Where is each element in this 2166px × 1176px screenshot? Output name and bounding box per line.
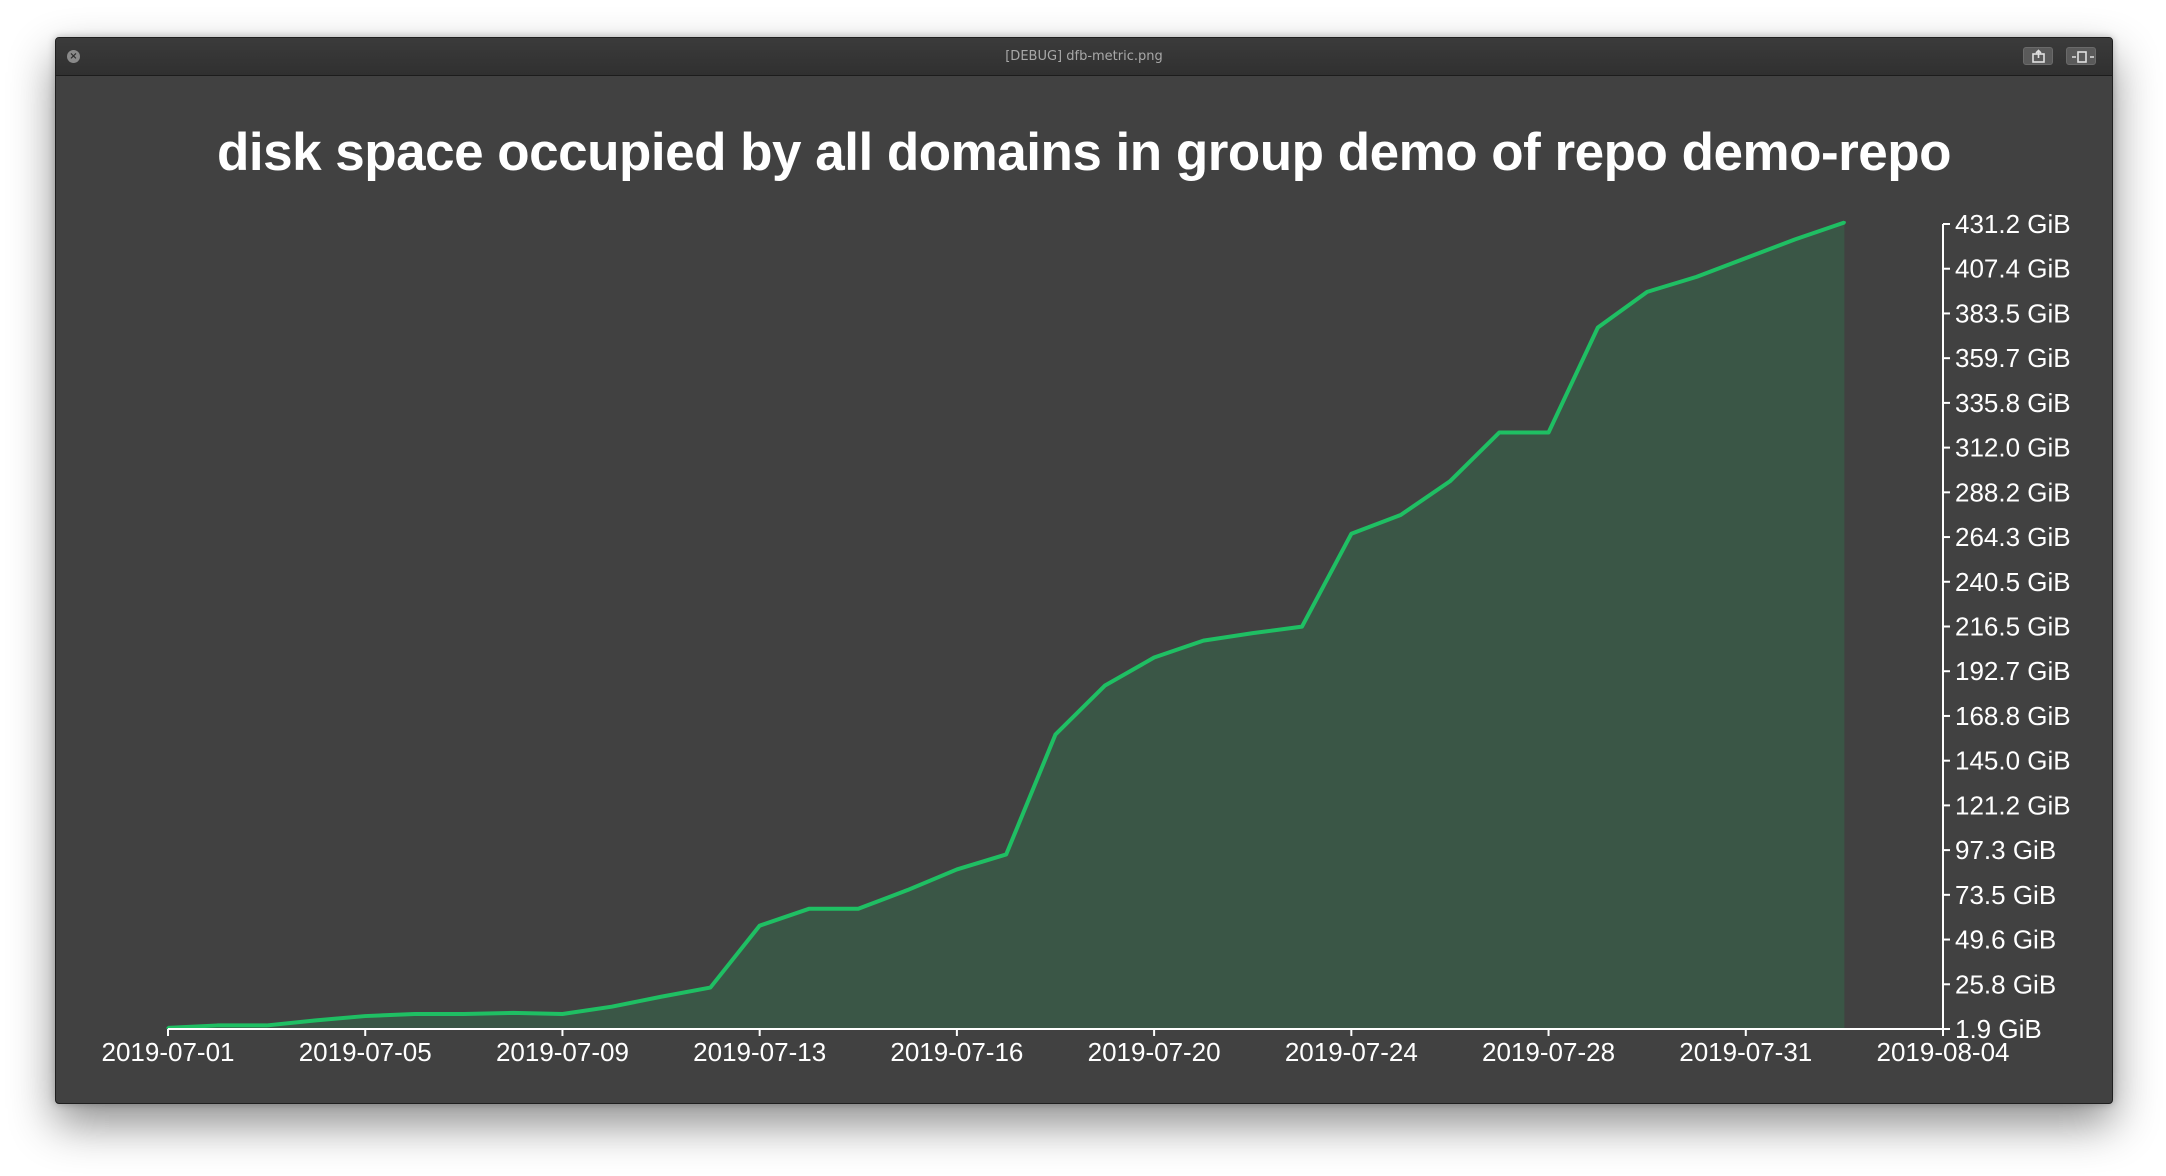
data-point	[314, 1018, 318, 1022]
x-tick-label: 2019-07-20	[1088, 1037, 1221, 1067]
data-point	[1842, 220, 1846, 224]
y-tick-label: 312.0 GiB	[1955, 433, 2071, 463]
data-point	[856, 907, 860, 911]
window-title: [DEBUG] dfb-metric.png	[1005, 49, 1163, 64]
x-tick-label: 2019-07-05	[299, 1037, 432, 1067]
data-point	[1399, 513, 1403, 517]
y-tick-label: 216.5 GiB	[1955, 612, 2071, 642]
y-tick-label: 97.3 GiB	[1955, 835, 2056, 865]
data-point	[610, 1005, 614, 1009]
y-tick-label: 383.5 GiB	[1955, 298, 2071, 328]
y-tick-label: 407.4 GiB	[1955, 254, 2071, 284]
data-point	[1054, 732, 1057, 736]
series-area-fill	[168, 222, 1845, 1029]
chart-title: disk space occupied by all domains in gr…	[217, 123, 1951, 182]
data-point	[363, 1014, 367, 1018]
data-point	[659, 995, 663, 999]
y-tick-label: 192.7 GiB	[1955, 656, 2071, 686]
data-point	[1793, 237, 1797, 241]
data-point	[215, 1023, 219, 1027]
y-tick-label: 168.8 GiB	[1955, 701, 2071, 731]
x-tick-label: 2019-07-13	[693, 1037, 826, 1067]
data-point	[462, 1012, 466, 1016]
data-point	[1596, 326, 1600, 330]
y-tick-label: 25.8 GiB	[1955, 969, 2056, 999]
y-tick-label: 1.9 GiB	[1955, 1014, 2042, 1044]
x-tick-label: 2019-07-16	[890, 1037, 1023, 1067]
data-point	[1004, 852, 1008, 856]
data-point	[265, 1023, 269, 1027]
y-tick-label: 145.0 GiB	[1955, 746, 2071, 776]
data-point	[1152, 656, 1156, 660]
data-point	[511, 1011, 515, 1015]
close-icon[interactable]: ×	[67, 50, 80, 63]
x-tick-label: 2019-08-04	[1877, 1037, 2010, 1067]
data-point	[1497, 431, 1501, 435]
x-tick-label: 2019-07-01	[102, 1037, 235, 1067]
data-point	[758, 924, 762, 928]
data-point	[560, 1012, 564, 1016]
data-point	[906, 888, 910, 892]
x-tick-label: 2019-07-24	[1285, 1037, 1418, 1067]
y-tick-label: 335.8 GiB	[1955, 388, 2071, 418]
data-point	[1349, 532, 1353, 536]
y-tick-label: 288.2 GiB	[1955, 477, 2071, 507]
y-tick-label: 121.2 GiB	[1955, 790, 2071, 820]
data-point	[1201, 639, 1205, 643]
data-point	[1547, 431, 1551, 435]
data-point	[1251, 631, 1255, 635]
y-tick-label: 359.7 GiB	[1955, 343, 2071, 373]
fit-window-button[interactable]	[2066, 47, 2096, 65]
y-tick-label: 431.2 GiB	[1955, 209, 2071, 239]
x-tick-label: 2019-07-09	[496, 1037, 629, 1067]
data-point	[1694, 275, 1698, 279]
x-tick-label: 2019-07-28	[1482, 1037, 1615, 1067]
share-button[interactable]	[2023, 47, 2053, 65]
y-tick-label: 49.6 GiB	[1955, 925, 2056, 955]
x-tick-label: 2019-07-31	[1679, 1037, 1812, 1067]
data-point	[807, 907, 811, 911]
data-point	[1744, 256, 1748, 260]
data-point	[1300, 625, 1304, 629]
y-tick-label: 240.5 GiB	[1955, 567, 2071, 597]
y-tick-label: 73.5 GiB	[1955, 880, 2056, 910]
share-icon	[2032, 49, 2045, 63]
fit-window-icon	[2072, 51, 2094, 63]
data-point	[413, 1012, 417, 1016]
data-point	[1645, 290, 1649, 294]
data-point	[1103, 684, 1107, 688]
y-tick-label: 264.3 GiB	[1955, 522, 2071, 552]
title-bar[interactable]: × [DEBUG] dfb-metric.png	[56, 38, 2112, 76]
data-point	[708, 986, 712, 990]
data-point	[955, 867, 959, 871]
data-point	[1448, 479, 1452, 483]
